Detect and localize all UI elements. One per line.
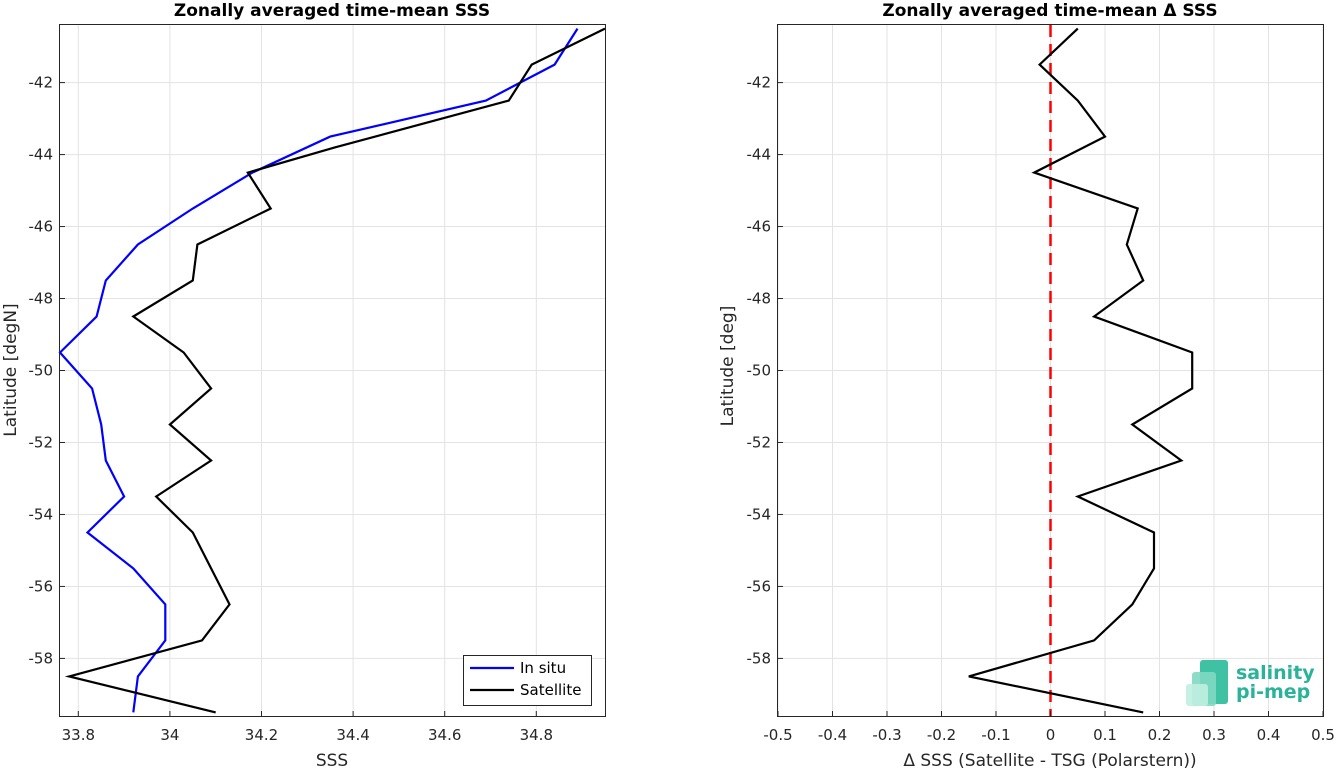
legend-box (463, 655, 592, 706)
y-tick-label: -42 (747, 74, 772, 92)
y-tick-label: -56 (747, 577, 772, 595)
logo-text-pi-mep: pi-mep (1236, 681, 1310, 703)
chart-left-sss: Zonally averaged time-mean SSS 33.8 34 34.… (1, 1, 606, 771)
x-tick-label: -0.3 (872, 726, 901, 744)
x-tick-label: 0.4 (1257, 726, 1281, 744)
chart-left-series (58, 27, 606, 714)
y-tick-label: -44 (747, 146, 772, 164)
x-tick-label: 0 (1046, 726, 1056, 744)
y-tick-label: -54 (29, 505, 54, 523)
y-tick-label: -48 (29, 290, 54, 308)
chart-left-grid (60, 25, 605, 716)
y-tick-label: -48 (747, 290, 772, 308)
chart-right-ticks: -0.5 -0.4 -0.3 -0.2 -0.1 0 0.1 0.2 0.3 0.4 0.5 -42 -… (747, 74, 1335, 744)
x-tick-label: 0.1 (1093, 726, 1117, 744)
chart-left-xlabel: SSS (316, 751, 348, 769)
legend-label-satellite: Satellite (520, 681, 581, 699)
x-tick-label: 0.5 (1311, 726, 1335, 744)
series-line-satellite (64, 27, 606, 714)
chart-right-ylabel: Latitude [deg] (718, 306, 738, 427)
salinity-pi-mep-logo: salinity pi-mep (1186, 660, 1315, 706)
y-tick-label: -50 (29, 362, 54, 380)
x-tick-label: 34.2 (245, 726, 278, 744)
y-tick-label: -56 (29, 577, 54, 595)
series-line-in-situ (58, 28, 579, 713)
x-tick-label: 33.8 (62, 726, 95, 744)
chart-right-delta-sss: Zonally averaged time-mean Δ SSS -0.5 -0.… (718, 1, 1335, 771)
x-tick-label: 0.3 (1202, 726, 1226, 744)
x-tick-label: -0.2 (927, 726, 956, 744)
chart-right-series (968, 27, 1194, 714)
legend-label-in-situ: In situ (520, 659, 566, 677)
chart-right-frame (777, 24, 1324, 717)
x-tick-label: -0.1 (981, 726, 1010, 744)
x-tick-label: 34.6 (428, 726, 461, 744)
y-tick-label: -44 (29, 146, 54, 164)
x-tick-label: -0.4 (818, 726, 847, 744)
logo-text-salinity: salinity (1236, 662, 1315, 684)
x-tick-label: -0.5 (763, 726, 792, 744)
y-tick-label: -52 (747, 433, 772, 451)
chart-left-ylabel: Latitude [degN] (1, 303, 21, 436)
chart-right-xlabel: Δ SSS (Satellite - TSG (Polarstern)) (903, 751, 1196, 769)
y-tick-label: -52 (29, 433, 54, 451)
chart-left-frame (59, 24, 606, 717)
y-tick-label: -46 (747, 218, 772, 236)
y-tick-label: -58 (29, 649, 54, 667)
chart-left-ticks: 33.8 34 34.2 34.4 34.6 34.8 -42 -44 -46 -48 -50 -52… (29, 74, 554, 744)
chart-left-legend: In situ Satellite (463, 655, 592, 706)
series-line-series-0 (968, 27, 1194, 714)
chart-right-title: Zonally averaged time-mean Δ SSS (882, 1, 1217, 21)
y-tick-label: -58 (747, 649, 772, 667)
chart-left-title: Zonally averaged time-mean SSS (174, 1, 490, 21)
y-tick-label: -42 (29, 74, 54, 92)
y-tick-label: -50 (747, 362, 772, 380)
y-tick-label: -54 (747, 505, 772, 523)
logo-wave-icon (1186, 660, 1228, 706)
y-tick-label: -46 (29, 218, 54, 236)
x-tick-label: 34.4 (336, 726, 369, 744)
x-tick-label: 0.2 (1148, 726, 1172, 744)
x-tick-label: 34.8 (520, 726, 553, 744)
x-tick-label: 34 (160, 726, 179, 744)
